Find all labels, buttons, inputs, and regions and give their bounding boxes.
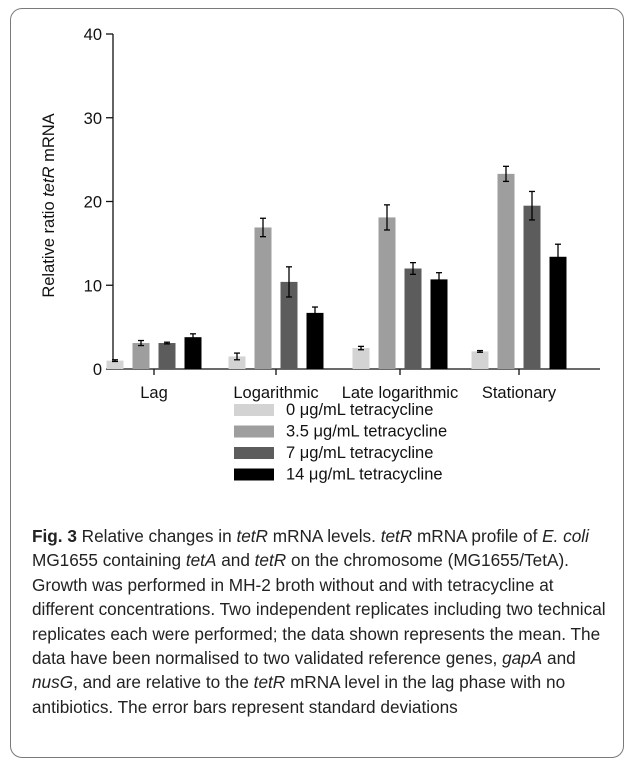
caption-segment: Relative changes in <box>76 526 237 546</box>
caption-segment: E. coli <box>542 526 589 546</box>
caption-segment: , and are relative to the <box>73 672 254 693</box>
bar <box>254 227 272 369</box>
caption-segment: on the chromosome (MG1655/TetA). Growth … <box>32 550 606 669</box>
error-bar-group <box>112 165 561 363</box>
bar <box>378 217 396 369</box>
bar-series-group <box>106 173 567 369</box>
caption-segment: tetR <box>253 672 286 693</box>
figure-frame <box>10 8 624 758</box>
caption-segment: tetR <box>236 526 268 546</box>
legend-label: 0 μg/mL tetracycline <box>286 401 433 419</box>
legend-swatch <box>234 447 274 459</box>
legend-swatch <box>234 425 274 438</box>
bar <box>523 205 541 369</box>
caption-segment: tetR <box>254 550 287 571</box>
x-tick-label: Late logarithmic <box>342 384 458 402</box>
bar <box>471 351 489 369</box>
caption-segment: tetR <box>380 526 413 546</box>
bar <box>404 268 422 369</box>
caption-segment: gapA <box>502 648 543 669</box>
x-axis: Lag Logarithmic Late logarithmic Stationary <box>113 368 600 402</box>
bar <box>549 256 567 369</box>
x-tick-label: Logarithmic <box>233 384 318 402</box>
bar <box>497 173 515 369</box>
legend-label: 14 μg/mL tetracycline <box>286 466 443 484</box>
y-tick-label: 40 <box>84 26 102 44</box>
y-tick-label: 20 <box>84 194 102 212</box>
legend-swatch <box>234 468 274 481</box>
bar-chart: 0 10 20 30 40 Lag Logarithmic Late logarithmic… <box>40 26 600 484</box>
legend-label: 7 μg/mL tetracycline <box>286 444 433 462</box>
y-axis-label-part: mRNA <box>40 113 58 166</box>
x-tick-label: Lag <box>140 384 168 402</box>
caption-segment: tetA <box>185 550 217 571</box>
figure-caption: Fig. 3 Relative changes in tetR mRNA lev… <box>32 524 612 719</box>
bar <box>306 312 324 369</box>
caption-segment: mRNA level in the lag phase with no anti… <box>32 672 566 717</box>
bar <box>158 343 176 369</box>
caption-segment: and <box>542 648 576 669</box>
bar <box>184 337 202 369</box>
bar <box>430 279 448 369</box>
caption-segment: and <box>216 550 255 571</box>
y-tick-label: 0 <box>93 361 102 379</box>
caption-segment: MG1655 containing <box>32 550 186 571</box>
y-tick-label: 30 <box>84 110 102 128</box>
y-tick-label: 10 <box>84 277 102 295</box>
y-axis-label-part: Relative ratio <box>40 197 58 298</box>
caption-text: Relative changes in tetR mRNA levels. te… <box>32 526 606 717</box>
y-axis: 0 10 20 30 40 <box>84 26 114 379</box>
bar <box>280 281 298 369</box>
legend: 0 μg/mL tetracycline 3.5 μg/mL tetracycli… <box>234 401 447 484</box>
bar <box>132 343 150 369</box>
y-axis-label: Relative ratio tetR mRNA <box>40 113 58 297</box>
caption-segment: nusG <box>32 672 74 693</box>
bar <box>352 348 370 369</box>
figure-label: Fig. 3 <box>32 526 77 546</box>
x-tick-label: Stationary <box>482 384 557 402</box>
caption-segment: mRNA profile of <box>412 526 543 546</box>
legend-swatch <box>234 404 274 416</box>
bar <box>106 360 124 369</box>
legend-label: 3.5 μg/mL tetracycline <box>286 423 447 441</box>
bar <box>228 356 246 369</box>
y-axis-label-part: tetR <box>40 166 58 196</box>
caption-segment: mRNA levels. <box>267 526 381 546</box>
